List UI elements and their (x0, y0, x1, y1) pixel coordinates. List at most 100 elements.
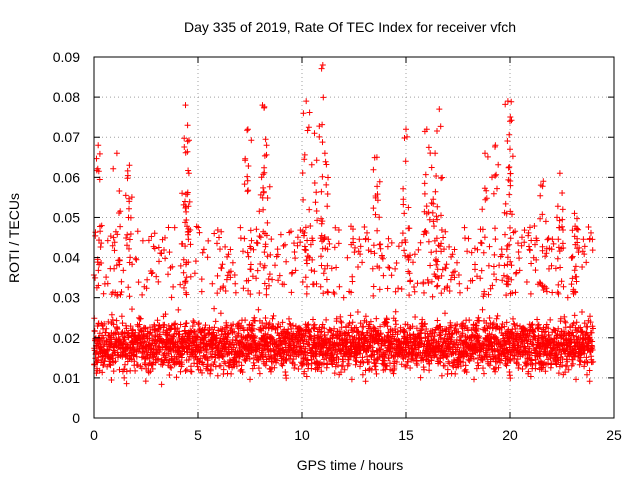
data-point (313, 350, 320, 357)
data-point (492, 143, 498, 150)
data-point (575, 249, 582, 256)
data-point (319, 321, 326, 328)
data-point (388, 272, 395, 279)
data-point (321, 265, 328, 272)
data-point (503, 341, 510, 348)
data-point (224, 253, 231, 260)
data-point (183, 217, 190, 223)
data-point (132, 367, 139, 374)
data-point (481, 326, 488, 333)
data-point (451, 274, 458, 281)
data-point (374, 183, 381, 190)
data-point (529, 321, 536, 328)
data-point (571, 288, 578, 295)
data-point (518, 242, 525, 249)
data-point (475, 362, 482, 369)
data-point (217, 362, 224, 369)
data-point (527, 247, 533, 254)
data-point (247, 266, 254, 273)
data-point (122, 192, 129, 199)
data-point (269, 315, 276, 322)
data-point (179, 240, 186, 247)
data-point (114, 326, 121, 333)
data-point (483, 195, 490, 202)
data-point (261, 280, 268, 287)
data-point (282, 241, 288, 248)
data-point (388, 341, 395, 348)
data-point (508, 98, 515, 105)
data-point (406, 292, 413, 299)
data-point (110, 165, 117, 172)
data-point (245, 253, 252, 260)
data-point (470, 356, 477, 362)
data-point (257, 261, 264, 267)
data-point (455, 328, 462, 335)
data-point (260, 228, 267, 235)
data-point (321, 150, 328, 157)
data-point (393, 260, 400, 266)
data-point (248, 137, 255, 144)
data-point (457, 289, 463, 296)
data-point (228, 370, 235, 377)
data-point (338, 369, 344, 376)
data-point (207, 370, 214, 377)
data-point (383, 316, 390, 323)
data-point (386, 265, 393, 271)
data-point (161, 247, 167, 253)
data-point (491, 251, 498, 258)
data-point (368, 248, 374, 255)
data-point (430, 218, 437, 225)
data-point (260, 171, 267, 178)
x-tick-label: 20 (502, 427, 518, 443)
data-point (515, 361, 522, 368)
data-point (266, 282, 272, 289)
data-point (532, 365, 539, 372)
data-point (313, 157, 320, 164)
data-point (123, 380, 130, 387)
data-point (476, 352, 483, 359)
data-point (357, 350, 364, 357)
data-point (571, 210, 578, 217)
data-point (151, 230, 158, 237)
data-point (393, 321, 399, 328)
data-point (525, 355, 532, 362)
data-point (95, 267, 102, 274)
data-point (274, 324, 281, 331)
data-point (244, 188, 251, 195)
data-point (346, 320, 353, 327)
data-point (104, 280, 111, 287)
data-point (504, 138, 511, 144)
x-tick-label: 15 (398, 427, 414, 443)
data-point (526, 345, 533, 352)
data-point (569, 329, 576, 336)
data-point (504, 254, 511, 261)
data-point (588, 353, 595, 360)
data-point (537, 350, 544, 357)
data-point (304, 322, 311, 329)
data-point (570, 320, 577, 327)
data-point (490, 263, 497, 270)
data-point (322, 158, 329, 165)
data-point (421, 289, 427, 296)
data-point (503, 278, 510, 285)
data-point (568, 281, 575, 288)
data-point (168, 294, 175, 301)
data-point (472, 266, 478, 273)
data-point (352, 361, 359, 368)
data-point (262, 351, 269, 358)
data-point (533, 237, 540, 244)
data-point (318, 232, 325, 239)
data-point (374, 263, 381, 270)
data-point (191, 319, 198, 326)
data-point (227, 274, 234, 281)
data-point (118, 289, 125, 295)
data-point (92, 232, 99, 239)
data-point (481, 234, 488, 241)
data-point (428, 278, 435, 285)
data-point (583, 354, 590, 361)
data-point (294, 234, 301, 241)
data-point (333, 264, 340, 271)
data-point (354, 309, 361, 315)
data-point (335, 362, 341, 369)
data-point (313, 189, 320, 196)
